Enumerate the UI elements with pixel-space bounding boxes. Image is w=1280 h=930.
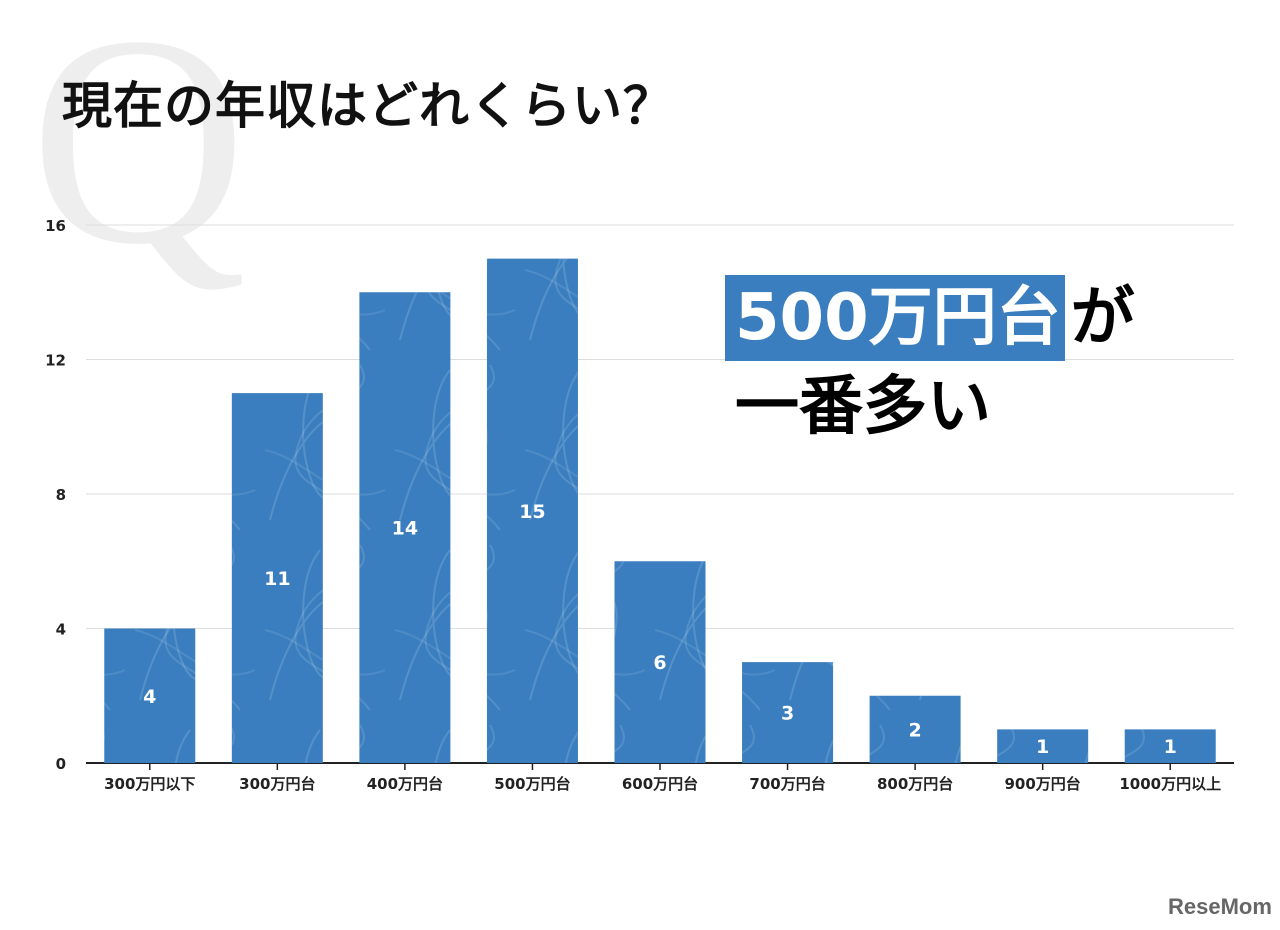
- callout-line2: 一番多い: [735, 370, 991, 444]
- x-category-label: 700万円台: [749, 775, 825, 793]
- y-tick-label: 16: [45, 217, 66, 235]
- x-category-label: 300万円以下: [104, 775, 195, 793]
- y-tick-label: 8: [56, 486, 66, 504]
- y-tick-label: 0: [56, 755, 66, 773]
- bar-value-label: 1: [1036, 736, 1049, 758]
- callout-suffix: が: [1070, 281, 1135, 355]
- chart-title: 現在の年収はどれくらい？: [62, 77, 674, 135]
- x-category-label: 500万円台: [494, 775, 570, 793]
- bar-texture: [1124, 729, 1216, 763]
- bar-value-label: 11: [264, 568, 290, 590]
- bar-texture: [104, 628, 196, 763]
- x-category-label: 600万円台: [622, 775, 698, 793]
- x-category-label: 400万円台: [367, 775, 443, 793]
- bar-value-label: 3: [781, 703, 794, 725]
- callout: 500万円台 が 一番多い: [725, 275, 1135, 447]
- callout-highlight: 500万円台: [725, 275, 1065, 361]
- resemom-logo: ReseMom: [1168, 894, 1272, 919]
- bar-texture: [231, 393, 323, 763]
- q-watermark: Q: [30, 0, 247, 306]
- bar-texture: [614, 561, 706, 763]
- x-category-label: 900万円台: [1005, 775, 1081, 793]
- bar-texture: [486, 258, 578, 763]
- bar-value-label: 15: [519, 501, 545, 523]
- x-category-label: 1000万円以上: [1119, 775, 1221, 793]
- bar-value-label: 14: [392, 518, 418, 540]
- bar-texture: [997, 729, 1089, 763]
- bar-texture: [359, 292, 451, 763]
- bar-value-label: 6: [653, 652, 666, 674]
- bar-texture: [742, 662, 834, 763]
- x-category-label: 300万円台: [239, 775, 315, 793]
- y-tick-label: 4: [56, 621, 66, 639]
- bar-value-label: 2: [908, 719, 921, 741]
- bar-value-label: 1: [1164, 736, 1177, 758]
- x-category-label: 800万円台: [877, 775, 953, 793]
- bar-texture: [869, 695, 961, 763]
- y-tick-label: 12: [45, 352, 66, 370]
- bar-value-label: 4: [143, 686, 156, 708]
